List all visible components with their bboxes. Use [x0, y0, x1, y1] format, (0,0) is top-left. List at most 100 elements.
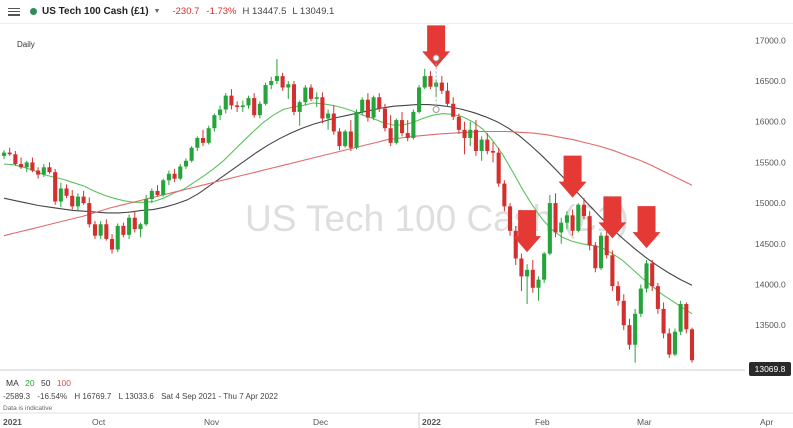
candle-body	[513, 230, 518, 259]
candle-body	[621, 300, 626, 326]
legend-ma-50[interactable]: 50	[40, 378, 51, 388]
marker-handle-icon	[432, 54, 440, 62]
candle-body	[87, 203, 92, 225]
candle-body	[127, 217, 132, 235]
candle-body	[633, 313, 638, 345]
candle-body	[570, 215, 575, 231]
x-tick-label: 2021	[3, 417, 22, 427]
candle-body	[490, 151, 496, 153]
candle-body	[183, 160, 188, 167]
candle-body	[473, 129, 478, 152]
candle-body	[326, 113, 331, 119]
candle-body	[58, 188, 63, 202]
ma-line-3	[3, 130, 693, 237]
y-axis: 17000.0 16500.0 16000.0 15500.0 15000.0 14500…	[755, 35, 786, 330]
candle-body	[638, 288, 643, 314]
price-change-pct: -1.73%	[206, 6, 237, 17]
candle-body	[655, 286, 660, 309]
candle-body	[604, 235, 609, 256]
candle-body	[394, 120, 399, 143]
x-tick-label: Feb	[535, 417, 550, 427]
candle-body	[382, 108, 388, 129]
indicator-legend[interactable]: MA 20 50 100	[6, 378, 75, 388]
candle-body	[109, 238, 115, 250]
candle-body	[286, 84, 291, 88]
candle-body	[661, 308, 666, 334]
candle-body	[132, 217, 137, 230]
candle-body	[564, 215, 569, 223]
range-change: -2589.3	[3, 392, 31, 401]
candle-body	[593, 245, 598, 269]
candle-body	[314, 97, 319, 99]
candle-body	[263, 85, 268, 104]
candle-body	[212, 115, 217, 129]
candle-body	[587, 216, 592, 246]
marker-point-icon	[432, 105, 440, 113]
x-axis: 2021 Oct Nov Dec 2022 Feb Mar Apr	[3, 413, 773, 428]
candle-body	[365, 99, 370, 118]
candle-body	[138, 224, 143, 230]
menu-icon[interactable]	[8, 7, 20, 16]
chart-period[interactable]: Daily	[17, 40, 35, 49]
candle-body	[308, 87, 314, 99]
candle-body	[519, 258, 524, 277]
y-tick-label: 15500.0	[755, 157, 786, 167]
price-chart[interactable]: US Tech 100 Cash (£1) 17000.016500.01600…	[0, 24, 793, 428]
candle-body	[172, 173, 177, 179]
x-tick-label: Nov	[204, 417, 220, 427]
candle-body	[388, 128, 393, 143]
candle-body	[411, 111, 416, 138]
header-bar: US Tech 100 Cash (£1) ▼ -230.7 -1.73% H …	[0, 0, 793, 24]
candle-body	[104, 224, 109, 239]
candle-body	[320, 97, 325, 119]
y-tick-label: 17000.0	[755, 35, 786, 45]
candle-body	[7, 152, 12, 155]
candle-body	[456, 116, 461, 130]
legend-ma-20[interactable]: 20	[25, 378, 35, 388]
ma-line-2	[3, 104, 693, 286]
candle-body	[468, 129, 473, 138]
down-arrow-icon-1	[422, 25, 451, 68]
instrument-name[interactable]: US Tech 100 Cash (£1)	[42, 6, 149, 17]
candle-body	[479, 139, 484, 152]
candle-body	[508, 206, 513, 231]
candle-body	[189, 147, 194, 161]
candle-body	[75, 196, 80, 207]
candle-body	[417, 87, 422, 112]
candle-body	[303, 87, 308, 103]
candle-body	[502, 183, 507, 207]
current-price-tag: 13069.8	[749, 362, 791, 376]
y-tick-label: 16500.0	[755, 76, 786, 86]
candle-body	[399, 120, 405, 134]
candle-body	[19, 164, 24, 168]
candle-body	[360, 99, 365, 112]
candle-body	[343, 131, 348, 147]
candle-body	[178, 166, 183, 179]
candle-body	[30, 162, 35, 171]
candle-body	[451, 103, 456, 117]
range-high: H 16769.7	[74, 392, 112, 401]
candle-body	[41, 167, 46, 175]
candle-body	[144, 199, 149, 225]
down-arrow-icon-5	[632, 206, 661, 249]
candle-body	[36, 170, 41, 175]
candle-body	[536, 279, 541, 288]
candle-body	[530, 269, 535, 288]
candle-body	[64, 188, 69, 196]
candle-body	[598, 235, 604, 269]
candle-body	[371, 97, 376, 118]
candle-body	[542, 253, 547, 280]
candle-body	[331, 113, 336, 132]
legend-ma-100[interactable]: 100	[56, 378, 71, 388]
chevron-down-icon[interactable]: ▼	[153, 8, 161, 15]
candle-body	[280, 76, 285, 88]
candle-body	[610, 255, 615, 287]
candle-body	[166, 173, 171, 181]
candle-body	[291, 84, 297, 112]
candle-body	[161, 180, 166, 195]
candle-body	[269, 80, 274, 86]
candle-body	[92, 224, 98, 236]
candle-body	[252, 98, 257, 116]
x-tick-label: Apr	[760, 417, 773, 427]
candle-body	[462, 129, 467, 138]
